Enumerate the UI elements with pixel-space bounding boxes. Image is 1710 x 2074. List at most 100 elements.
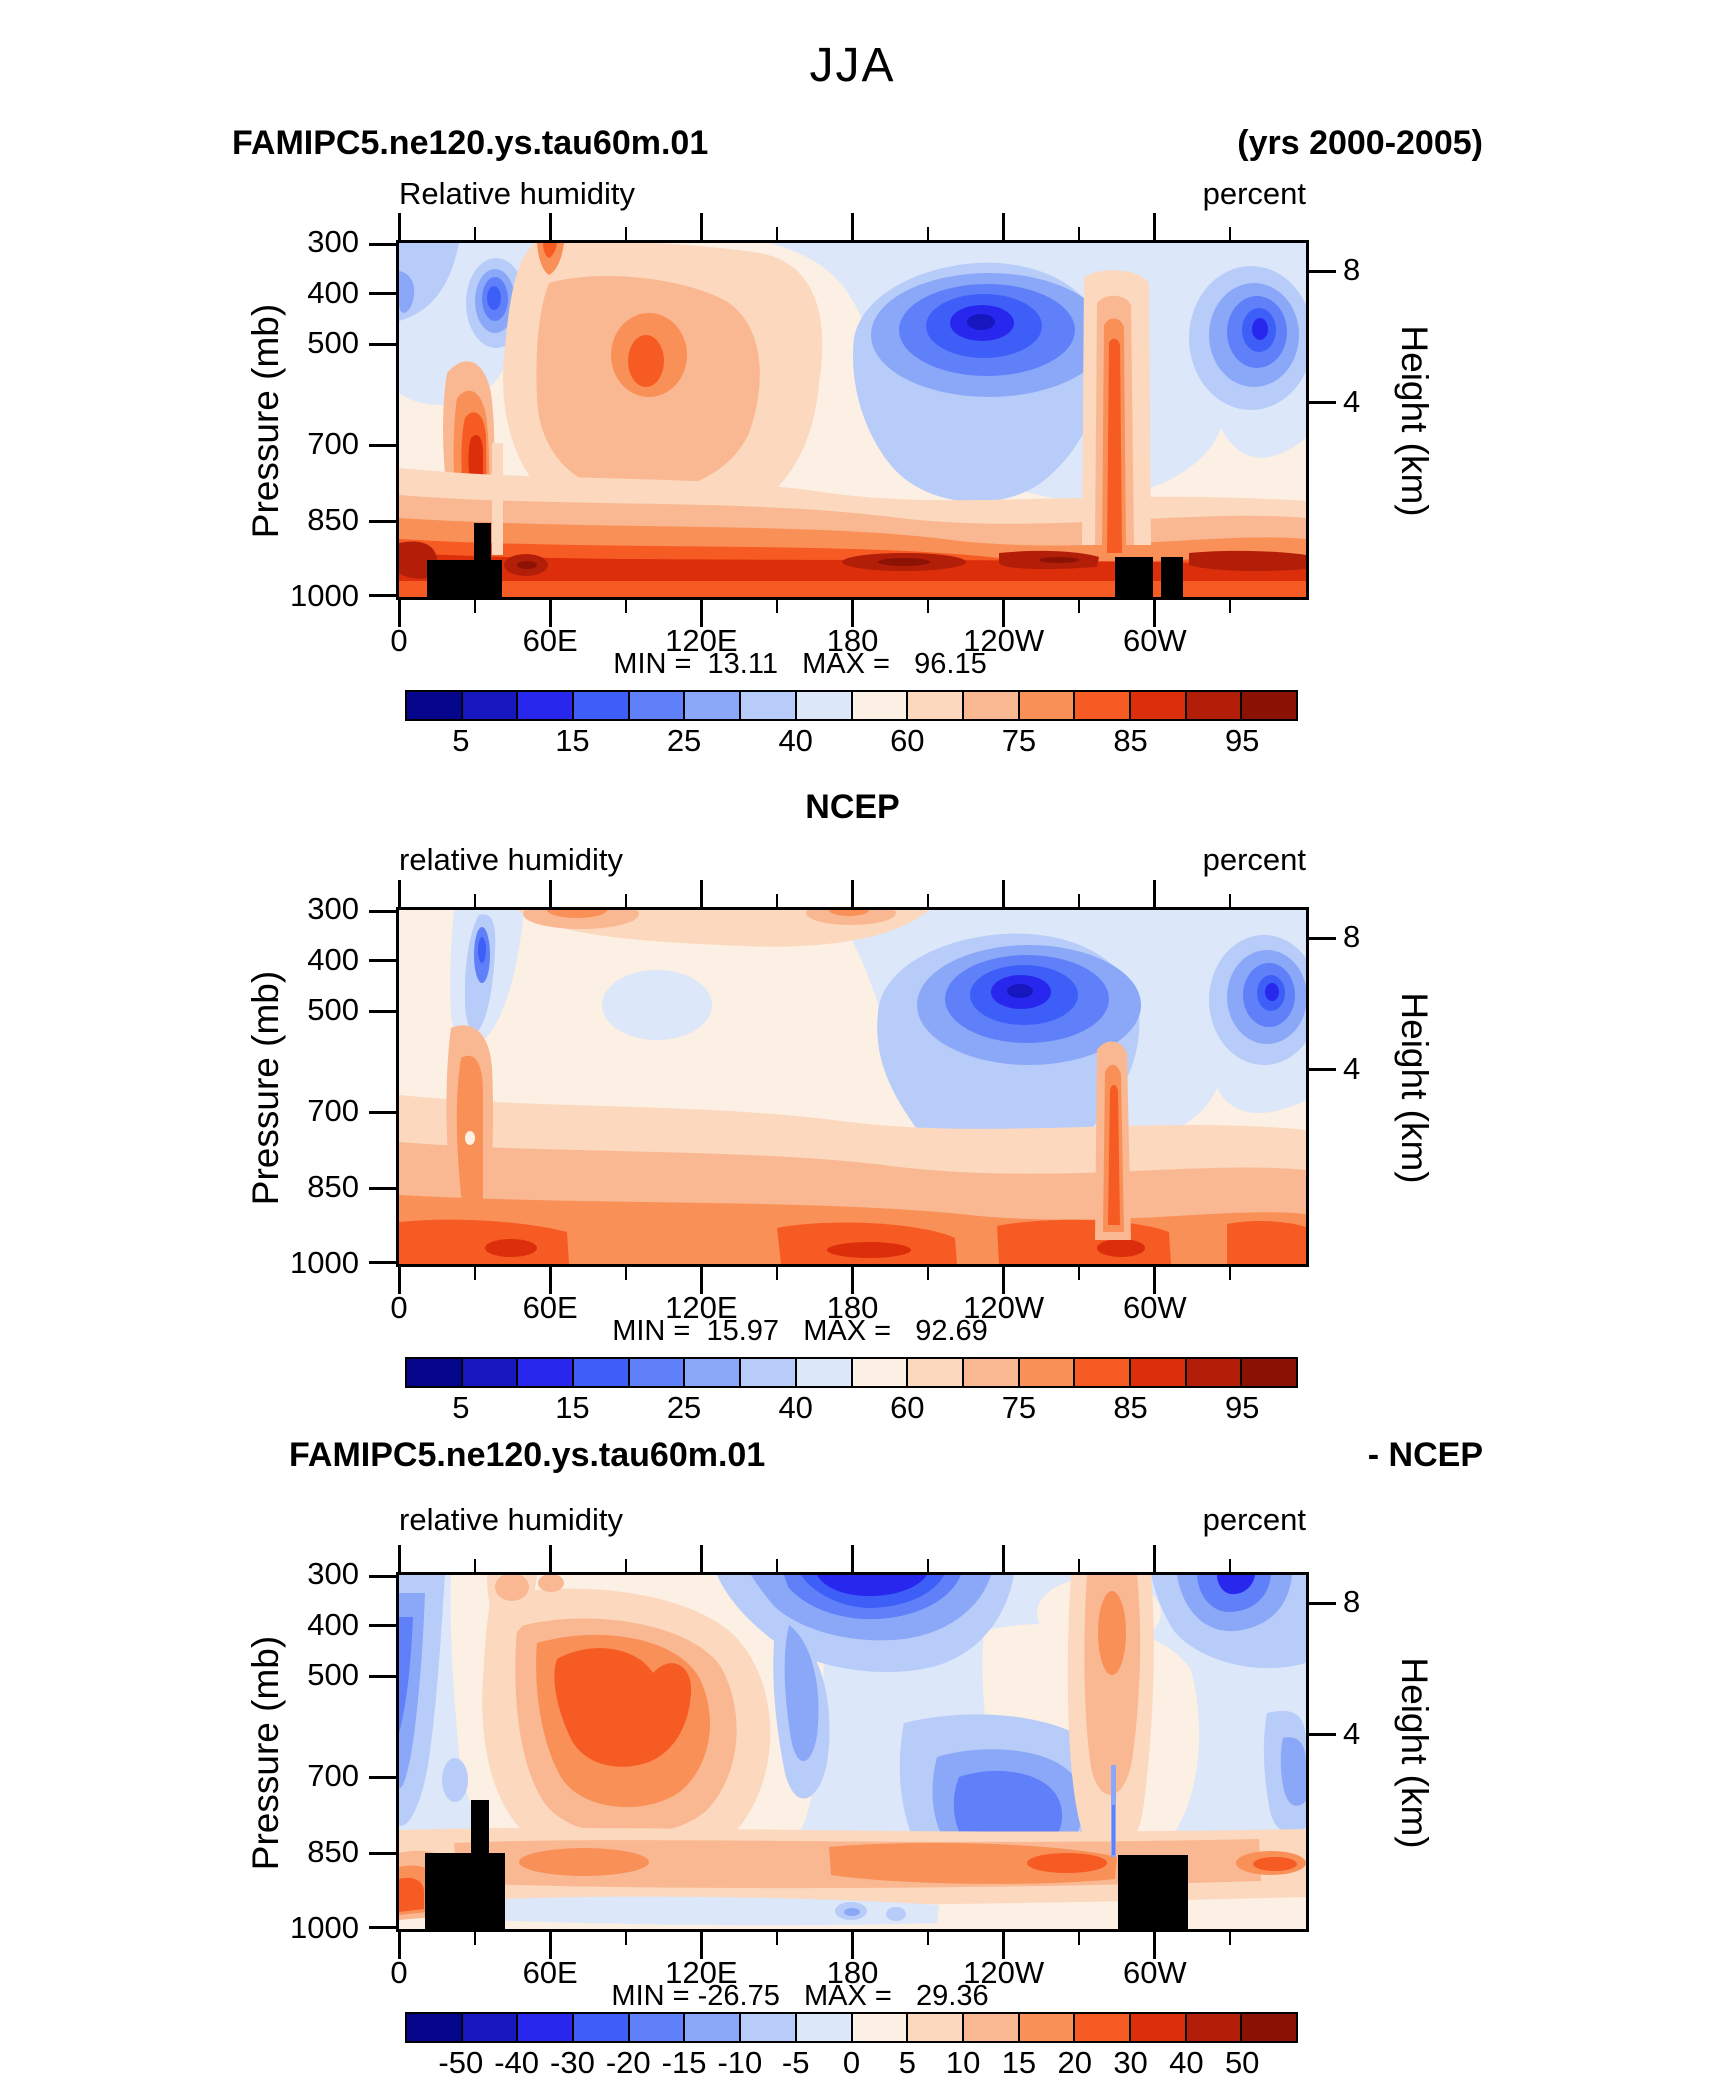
x-tick-minor: [1078, 894, 1081, 910]
panel2-contour-field: [399, 910, 1306, 1264]
height-tick-label: 4: [1343, 1050, 1361, 1086]
colorbar-tick-label: 25: [666, 1390, 702, 1425]
colorbar-cell: [627, 2014, 684, 2041]
colorbar-strip: [405, 1357, 1298, 1388]
panel2-plot-area: 0 60E 120E 180 120W 60W 300 400 500 700 850 1000 8 4: [290, 880, 1360, 1325]
colorbar-cell: [739, 692, 795, 719]
x-tick-major: [851, 1545, 854, 1575]
x-tick-major: [397, 213, 401, 243]
panel2-minmax: MIN = 15.97 MAX = 92.69: [612, 1315, 988, 1347]
colorbar-tick-label: 15: [555, 1390, 590, 1425]
colorbar-tick-label: 5: [452, 723, 470, 758]
height-tick: [1306, 936, 1336, 940]
height-tick: [1306, 1601, 1336, 1605]
panel3-minmax: MIN = -26.75 MAX = 29.36: [611, 1980, 989, 2012]
colorbar-cell: [1128, 692, 1185, 719]
x-tick-minor: [927, 1559, 930, 1575]
panel1-subtitle-left: Relative humidity: [399, 176, 636, 211]
x-tick-major: [699, 1929, 703, 1959]
x-tick-major: [1153, 597, 1157, 627]
colorbar-cell: [516, 2014, 573, 2041]
colorbar-cell: [572, 2014, 628, 2041]
colorbar-tick-label: -5: [781, 2045, 810, 2074]
colorbar-cell: [850, 1359, 907, 1386]
colorbar-tick-label: 40: [1169, 2045, 1204, 2074]
x-tick-major: [851, 880, 854, 910]
pressure-tick: [369, 342, 399, 346]
panel1-minmax: MIN = 13.11 MAX = 96.15: [613, 648, 987, 680]
figure-title: JJA: [809, 39, 896, 92]
x-tick-label: 120E: [665, 623, 738, 658]
x-tick-major: [548, 597, 552, 627]
panel2-subtitle-left: relative humidity: [399, 842, 623, 877]
colorbar-cell: [961, 1359, 1018, 1386]
x-tick-major: [397, 1264, 401, 1294]
panel3-header-left: FAMIPC5.ne120.ys.tau60m.01: [289, 1436, 766, 1474]
colorbar-tick-label: 15: [1001, 2045, 1037, 2074]
x-tick-minor: [775, 597, 778, 613]
colorbar-cell: [407, 1359, 461, 1386]
colorbar-cell: [627, 692, 684, 719]
x-tick-major: [851, 213, 854, 243]
x-tick-label: 180: [826, 1290, 879, 1325]
pressure-tick: [369, 910, 399, 913]
colorbar-cell: [794, 2014, 851, 2041]
colorbar-tick-label: 40: [778, 1390, 813, 1425]
x-tick-minor: [624, 1929, 627, 1945]
colorbar-tick-label: -20: [605, 2045, 651, 2074]
x-tick-label: 60E: [522, 623, 578, 658]
x-tick-minor: [473, 894, 476, 910]
colorbar-cell: [407, 2014, 461, 2041]
x-tick-minor: [473, 1559, 476, 1575]
colorbar-tick-label: 85: [1113, 1390, 1148, 1425]
x-tick-label: 60E: [522, 1955, 578, 1990]
x-tick-minor: [473, 227, 476, 243]
x-tick-minor: [1229, 597, 1232, 613]
colorbar-cell: [1184, 692, 1241, 719]
x-tick-minor: [1078, 597, 1081, 613]
pressure-tick: [369, 1009, 399, 1013]
x-tick-major: [699, 1264, 703, 1294]
pressure-tick-label: 300: [307, 1556, 359, 1591]
colorbar-tick-label: 15: [555, 723, 590, 758]
pressure-tick-label: 1000: [290, 1910, 359, 1945]
colorbar-strip: [405, 2012, 1298, 2043]
pressure-tick-label: 850: [307, 1834, 359, 1870]
x-tick-major: [1002, 880, 1006, 910]
pressure-tick-label: 1000: [290, 578, 359, 613]
pressure-tick-label: 400: [307, 1606, 359, 1642]
x-tick-minor: [624, 227, 627, 243]
pressure-tick: [369, 1261, 399, 1264]
colorbar-tick-label: 5: [452, 1390, 470, 1425]
x-tick-major: [397, 880, 401, 910]
x-tick-minor: [1229, 894, 1232, 910]
height-tick-label: 8: [1343, 1584, 1361, 1620]
x-tick-minor: [473, 597, 476, 613]
x-tick-minor: [1229, 227, 1232, 243]
pressure-tick-label: 850: [307, 1169, 359, 1205]
colorbar-cell: [407, 692, 461, 719]
height-tick-label: 8: [1343, 919, 1361, 955]
panel1-header-right: (yrs 2000-2005): [1237, 124, 1483, 162]
x-tick-minor: [624, 597, 627, 613]
pressure-tick: [369, 1575, 399, 1578]
panel3-plot-area: 0 60E 120E 180 120W 60W 300 400 500 700 850 1000 8 4: [290, 1545, 1360, 1990]
x-tick-minor: [1078, 1559, 1081, 1575]
x-tick-minor: [927, 227, 930, 243]
height-tick: [1306, 1068, 1336, 1072]
pressure-tick: [369, 1186, 399, 1190]
colorbar-cell: [683, 2014, 740, 2041]
x-tick-minor: [775, 1264, 778, 1280]
panel2-colorbar: 5 15 25 40 60 75 85 95: [405, 1357, 1298, 1427]
x-tick-major: [548, 1929, 552, 1959]
x-tick-minor: [1229, 1264, 1232, 1280]
x-tick-label: 0: [390, 1290, 408, 1325]
colorbar-cell: [627, 1359, 684, 1386]
panel3-pressure-axis-title: Pressure (mb): [245, 1635, 286, 1871]
x-tick-major: [699, 597, 703, 627]
panel3-subtitle-right: percent: [1202, 1502, 1306, 1537]
colorbar-tick-label: 30: [1113, 2045, 1148, 2074]
colorbar-cell: [794, 692, 851, 719]
colorbar-cell: [683, 692, 740, 719]
colorbar-cell: [516, 1359, 573, 1386]
